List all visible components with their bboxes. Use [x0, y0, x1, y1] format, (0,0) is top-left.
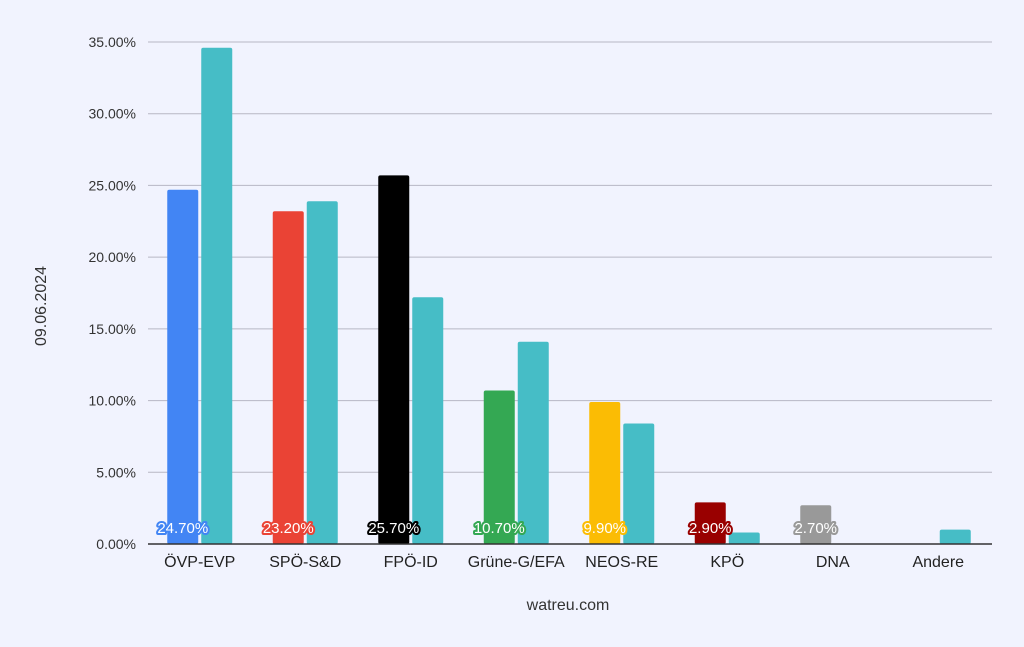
data-labels: 24.70% 23.20% 25.70% 10.70% 9.90% 2.90% 2.70%	[155, 518, 839, 539]
bar-comparison	[939, 529, 971, 544]
category-label: FPÖ-ID	[384, 553, 438, 571]
category-label: DNA	[816, 554, 850, 571]
bar-comparison	[623, 423, 655, 544]
bar-2024	[800, 505, 832, 544]
bar-comparison	[728, 532, 760, 544]
category-label: ÖVP-EVP	[164, 553, 235, 571]
data-label: 25.70%	[368, 520, 419, 537]
category-label: Grüne-G/EFA	[468, 554, 565, 571]
data-label: 24.70%	[157, 520, 208, 537]
data-label: 2.70%	[794, 520, 837, 537]
bar-comparison	[306, 201, 338, 544]
bars	[167, 47, 971, 545]
y-tick-label: 0.00%	[96, 536, 136, 552]
data-label: 23.20%	[263, 520, 314, 537]
bar-comparison	[517, 341, 549, 544]
y-axis-title: 09.06.2024	[33, 266, 50, 346]
y-tick-label: 35.00%	[89, 34, 136, 50]
y-tick-label: 15.00%	[89, 321, 136, 337]
category-label: SPÖ-S&D	[269, 553, 341, 571]
bar-2024	[589, 402, 621, 544]
bar-comparison	[412, 297, 444, 544]
bar-2024	[483, 390, 515, 544]
category-labels: ÖVP-EVP SPÖ-S&D FPÖ-ID Grüne-G/EFA NEOS-RE KP…	[164, 553, 964, 571]
y-tick-label: 30.00%	[89, 106, 136, 122]
y-tick-label: 20.00%	[89, 249, 136, 265]
data-label: 10.70%	[474, 520, 525, 537]
bar-2024	[167, 189, 199, 544]
y-tick-labels: 0.00% 5.00% 10.00% 15.00% 20.00% 25.00% 30.00%…	[89, 34, 136, 552]
data-label: 9.90%	[583, 520, 626, 537]
y-tick-label: 25.00%	[89, 177, 136, 193]
bar-2024	[694, 502, 726, 544]
category-label: Andere	[912, 554, 964, 571]
y-tick-label: 5.00%	[96, 464, 136, 480]
y-tick-label: 10.00%	[89, 393, 136, 409]
bar-comparison	[201, 47, 233, 544]
data-label: 2.90%	[689, 520, 732, 537]
x-axis-title: watreu.com	[526, 597, 610, 614]
bar-2024	[378, 175, 410, 545]
category-label: NEOS-RE	[585, 554, 658, 571]
bar-2024	[272, 211, 304, 544]
category-label: KPÖ	[710, 553, 744, 571]
